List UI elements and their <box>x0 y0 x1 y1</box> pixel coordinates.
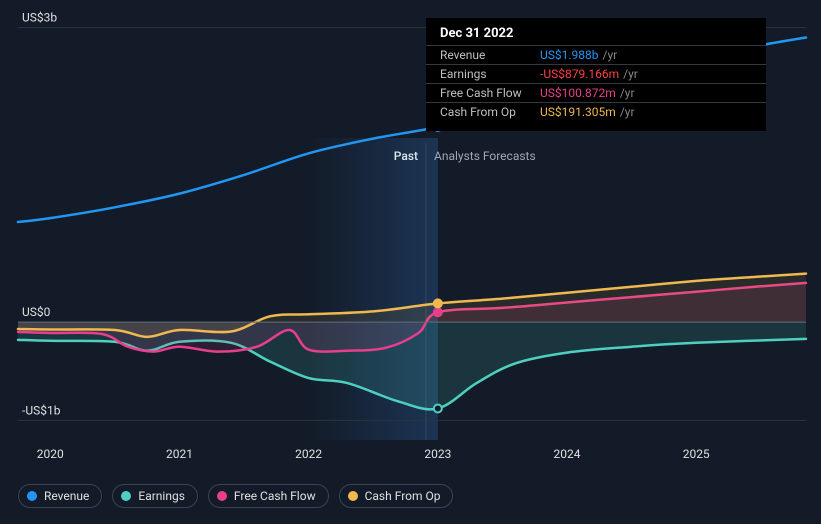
x-axis-label: 2021 <box>166 447 193 461</box>
tooltip-row: RevenueUS$1.988b/yr <box>426 45 766 64</box>
tooltip-label: Cash From Op <box>440 105 540 119</box>
tooltip-label: Earnings <box>440 67 540 81</box>
legend-label: Free Cash Flow <box>234 489 316 503</box>
tooltip-unit: /yr <box>623 67 638 81</box>
tooltip-unit: /yr <box>620 105 635 119</box>
y-axis-label: -US$1b <box>22 403 61 417</box>
tooltip-value: US$100.872m <box>540 86 616 100</box>
tooltip-row: Earnings-US$879.166m/yr <box>426 64 766 83</box>
tooltip-unit: /yr <box>603 48 618 62</box>
financials-chart: US$3b US$0 -US$1b 2020 2021 2022 2023 2024 2025 P… <box>0 0 821 524</box>
x-axis-label: 2023 <box>424 447 451 461</box>
tooltip-value: US$191.305m <box>540 105 616 119</box>
legend-dot-icon <box>217 491 227 501</box>
legend: Revenue Earnings Free Cash Flow Cash From O… <box>18 484 453 508</box>
y-axis-label: US$0 <box>22 305 51 319</box>
legend-item-earnings[interactable]: Earnings <box>112 484 198 508</box>
marker-cash-from-op <box>434 299 442 307</box>
legend-label: Earnings <box>138 489 185 503</box>
x-axis-label: 2025 <box>683 447 710 461</box>
forecasts-label: Analysts Forecasts <box>434 149 536 163</box>
past-label: Past <box>394 149 418 163</box>
marker-earnings <box>434 404 442 412</box>
legend-dot-icon <box>121 491 131 501</box>
tooltip-row: Cash From OpUS$191.305m/yr <box>426 102 766 121</box>
legend-item-cash-from-op[interactable]: Cash From Op <box>339 484 454 508</box>
legend-dot-icon <box>27 491 37 501</box>
x-axis-label: 2022 <box>295 447 322 461</box>
tooltip-date: Dec 31 2022 <box>426 26 766 45</box>
legend-label: Cash From Op <box>365 489 441 503</box>
tooltip-value: -US$879.166m <box>540 67 619 81</box>
x-axis-label: 2024 <box>554 447 581 461</box>
tooltip-label: Revenue <box>440 48 540 62</box>
tooltip-row: Free Cash FlowUS$100.872m/yr <box>426 83 766 102</box>
tooltip-label: Free Cash Flow <box>440 86 540 100</box>
x-axis-label: 2020 <box>37 447 64 461</box>
legend-item-free-cash-flow[interactable]: Free Cash Flow <box>208 484 329 508</box>
legend-dot-icon <box>348 491 358 501</box>
marker-free-cash-flow <box>434 308 442 316</box>
legend-label: Revenue <box>44 489 89 503</box>
legend-item-revenue[interactable]: Revenue <box>18 484 102 508</box>
tooltip-unit: /yr <box>620 86 635 100</box>
tooltip-value: US$1.988b <box>540 48 599 62</box>
data-tooltip: Dec 31 2022 RevenueUS$1.988b/yrEarnings-… <box>426 18 766 131</box>
y-axis-label: US$3b <box>22 11 57 25</box>
